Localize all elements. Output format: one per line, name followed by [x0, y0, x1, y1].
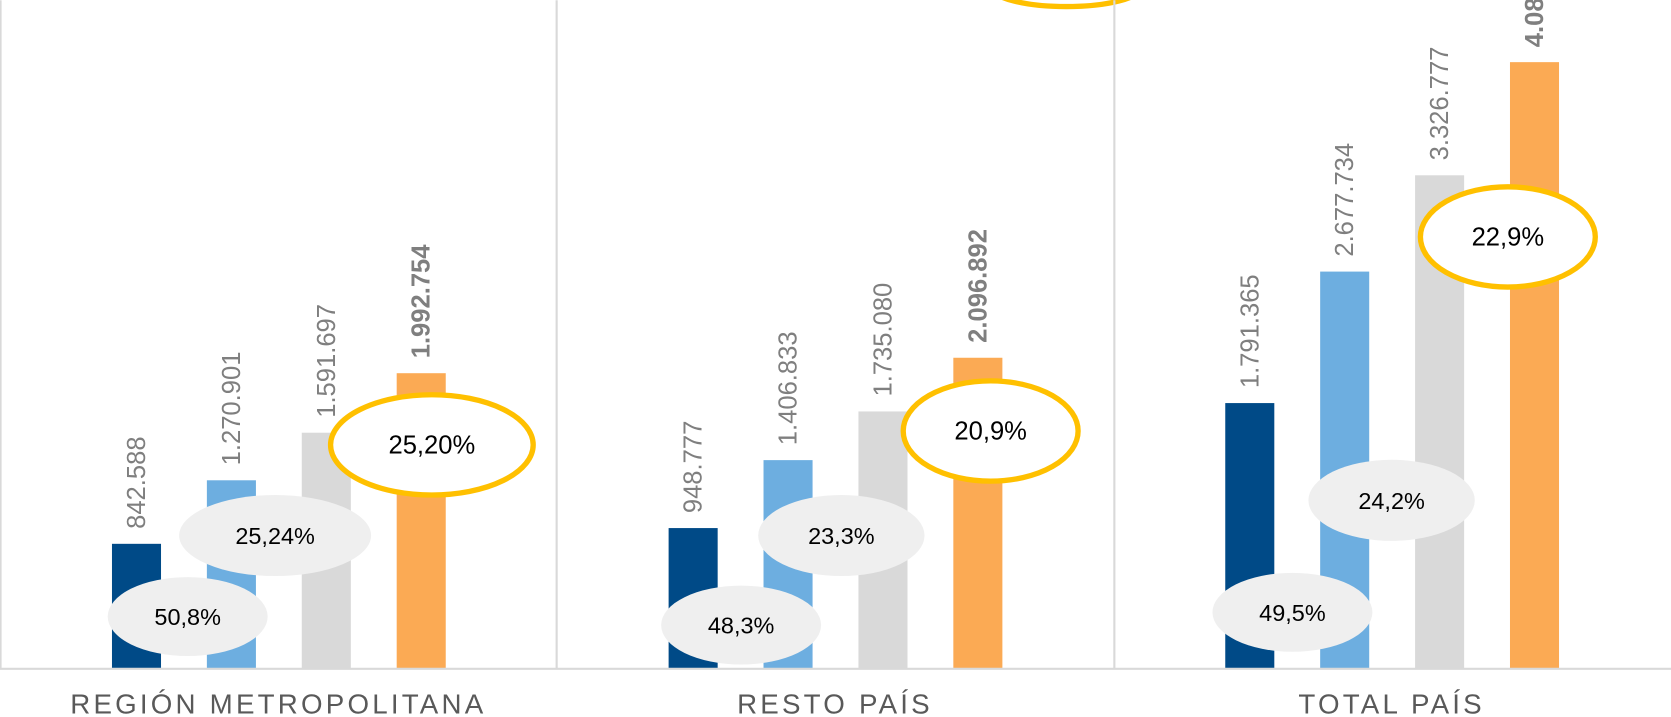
growth-ellipse	[179, 494, 372, 577]
growth-label: 49,5%	[1259, 600, 1326, 626]
growth-label: 23,3%	[808, 523, 875, 549]
growth-label: 20,9%	[954, 418, 1027, 446]
growth-label: 22,9%	[1472, 223, 1545, 251]
growth-label: 25,24%	[235, 523, 315, 549]
value-label: 948.777	[680, 421, 708, 513]
growth-ellipse	[107, 577, 268, 657]
value-label: 2.677.734	[1331, 143, 1359, 257]
category-label: REGIÓN METROPOLITANA	[70, 689, 486, 717]
bar	[1509, 62, 1560, 669]
highlight-ellipse	[1001, 0, 1131, 10]
value-label: 1.791.365	[1236, 274, 1264, 388]
growth-label: 48,3%	[708, 613, 775, 639]
growth-ellipse	[1212, 572, 1373, 652]
value-label: 1.406.833	[775, 331, 803, 445]
growth-ellipse	[1308, 459, 1475, 541]
value-label: 1.735.080	[869, 283, 897, 397]
value-label: 4.089.646	[1521, 0, 1549, 47]
growth-ellipse	[758, 494, 925, 577]
value-label: 1.270.901	[218, 352, 246, 466]
value-label: 842.588	[123, 436, 151, 528]
growth-ellipse	[661, 585, 822, 665]
highlight-ellipse	[900, 378, 1081, 484]
growth-label: 50,8%	[154, 604, 221, 630]
value-label: 3.326.777	[1426, 47, 1454, 161]
value-label: 1.591.697	[313, 304, 341, 418]
growth-label: 25,20%	[388, 431, 475, 459]
category-label: RESTO PAÍS	[737, 689, 933, 717]
value-label: 2.096.892	[964, 229, 992, 343]
value-label: 1.992.754	[408, 244, 436, 359]
highlight-ellipse	[327, 392, 536, 498]
highlight-ellipse	[1417, 184, 1598, 290]
growth-label: 24,2%	[1358, 488, 1425, 514]
category-label: TOTAL PAÍS	[1298, 689, 1485, 717]
